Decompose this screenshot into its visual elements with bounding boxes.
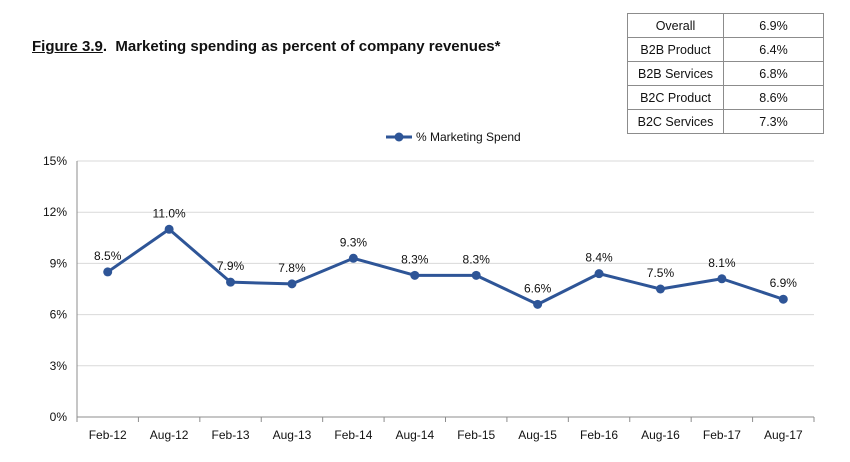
x-tick-label: Feb-16 [580,428,618,442]
summary-label: B2C Services [627,109,724,134]
data-label: 8.3% [401,252,429,266]
data-label: 8.3% [463,252,491,266]
data-point [410,270,420,280]
x-tick-label: Aug-12 [150,428,189,442]
x-tick-label: Aug-14 [395,428,434,442]
data-label: 8.4% [585,251,613,265]
y-tick-label: 9% [50,256,68,270]
summary-row: B2B Services 6.8% [627,61,824,86]
figure-title-text: Marketing spending as percent of company… [115,38,501,55]
summary-value: 6.4% [723,37,824,62]
data-label: 7.9% [217,259,245,273]
y-tick-label: 6% [50,308,68,322]
data-point [471,270,481,280]
data-point [103,267,113,277]
y-tick-label: 3% [50,359,68,373]
series-line [106,227,784,306]
data-label: 8.5% [94,249,122,263]
y-tick-label: 15% [43,154,67,168]
summary-value: 6.8% [723,61,824,86]
data-label: 11.0% [153,206,186,220]
data-point [594,269,604,279]
summary-row: B2B Product 6.4% [627,37,824,62]
x-tick-label: Aug-17 [764,428,803,442]
x-tick-label: Feb-15 [457,428,495,442]
x-tick-label: Feb-17 [703,428,741,442]
data-point [717,274,727,284]
legend-label: % Marketing Spend [416,130,521,144]
x-tick-label: Feb-12 [89,428,127,442]
data-label: 6.6% [524,281,552,295]
x-tick-label: Feb-13 [212,428,250,442]
data-point [348,253,358,263]
legend-marker [394,132,404,142]
data-label: 9.3% [340,235,368,249]
summary-table: Overall 6.9% B2B Product 6.4% B2B Services 6.… [627,13,824,134]
data-point [287,279,297,289]
summary-label: B2B Services [627,61,724,86]
x-tick-label: Aug-15 [518,428,557,442]
x-tick-label: Feb-14 [334,428,372,442]
summary-value: 6.9% [723,13,824,38]
x-tick-label: Aug-16 [641,428,680,442]
figure-label: Figure 3.9 [32,38,103,55]
data-label: 7.5% [647,266,675,280]
data-label: 7.8% [278,261,306,275]
summary-row: B2C Services 7.3% [627,109,824,134]
figure-label-separator: . [102,38,116,55]
data-label: 8.1% [708,256,736,270]
summary-row: Overall 6.9% [627,13,824,38]
data-label: 6.9% [770,276,798,290]
data-point [778,294,788,304]
y-tick-label: 0% [50,410,68,424]
figure-title: Figure 3.9. Marketing spending as percen… [32,38,500,55]
summary-row: B2C Product 8.6% [627,85,824,110]
x-tick-label: Aug-13 [273,428,312,442]
summary-label: B2C Product [627,85,724,110]
data-point [164,224,174,234]
summary-value: 8.6% [723,85,824,110]
data-point [655,284,665,294]
y-tick-label: 12% [43,205,67,219]
data-point [226,277,236,287]
data-point [533,299,543,309]
summary-value: 7.3% [723,109,824,134]
